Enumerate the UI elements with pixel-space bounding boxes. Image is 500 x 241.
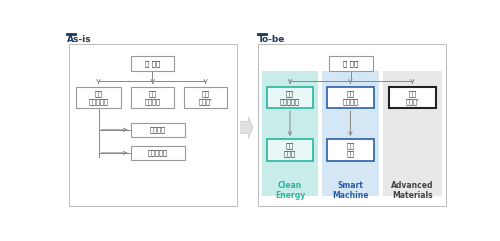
Text: ㈜ 두산: ㈜ 두산: [343, 60, 358, 67]
Text: 두산
로보틱스: 두산 로보틱스: [342, 90, 358, 105]
Text: To-be: To-be: [258, 35, 285, 44]
Text: Smart
Machine: Smart Machine: [332, 181, 368, 200]
Text: 두산
에너빌리티: 두산 에너빌리티: [88, 90, 108, 105]
Bar: [130, 146, 185, 160]
Bar: [262, 71, 318, 196]
Bar: [382, 71, 442, 196]
Bar: [130, 123, 185, 137]
Text: Advanced
Materials: Advanced Materials: [391, 181, 434, 200]
Bar: [68, 44, 237, 206]
Bar: [327, 87, 374, 108]
Text: 두산
밥캣: 두산 밥캣: [346, 143, 354, 157]
Bar: [76, 87, 120, 108]
Bar: [329, 56, 372, 71]
Bar: [130, 56, 174, 71]
Bar: [266, 87, 313, 108]
Bar: [132, 87, 174, 108]
Text: As-is: As-is: [67, 35, 92, 44]
Polygon shape: [241, 117, 253, 138]
Bar: [322, 71, 378, 196]
Text: 두산
퓨얼셀: 두산 퓨얼셀: [284, 143, 296, 157]
Text: 두산
테스나': 두산 테스나': [198, 90, 212, 105]
Bar: [184, 87, 227, 108]
Bar: [327, 139, 374, 161]
Text: 두산
에너빌리티: 두산 에너빌리티: [280, 90, 300, 105]
Text: 두산밥캣: 두산밥캣: [150, 127, 166, 133]
Text: 두산
로보틱스: 두산 로보틱스: [145, 90, 161, 105]
Bar: [389, 87, 436, 108]
Bar: [266, 139, 313, 161]
Text: Clean
Energy: Clean Energy: [275, 181, 305, 200]
Text: 두산
테스나': 두산 테스나': [406, 90, 419, 105]
Bar: [258, 44, 446, 206]
Text: ㈜ 두산: ㈜ 두산: [144, 60, 160, 67]
Text: 두산퓨얼셀: 두산퓨얼셀: [148, 150, 168, 156]
